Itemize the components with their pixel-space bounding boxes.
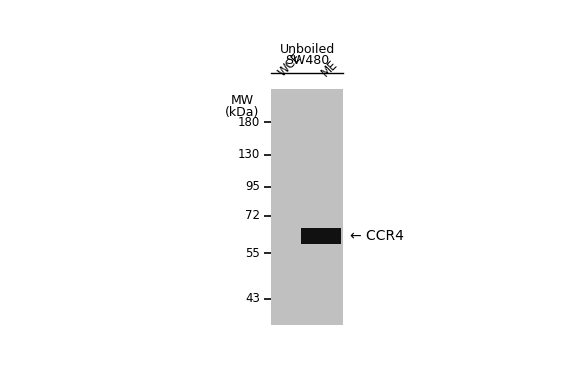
Text: ← CCR4: ← CCR4 <box>350 229 404 243</box>
Text: (kDa): (kDa) <box>225 106 259 119</box>
Bar <box>300 228 341 244</box>
Text: 130: 130 <box>237 148 260 161</box>
Text: WCE: WCE <box>275 50 304 79</box>
Text: MW: MW <box>230 94 253 107</box>
Text: 180: 180 <box>237 116 260 129</box>
Bar <box>271 89 343 325</box>
Text: 72: 72 <box>245 209 260 222</box>
Text: ME: ME <box>318 57 340 79</box>
Text: 55: 55 <box>245 247 260 260</box>
Text: Unboiled: Unboiled <box>280 43 335 56</box>
Text: 95: 95 <box>245 180 260 193</box>
Text: 43: 43 <box>245 292 260 305</box>
Text: SW480: SW480 <box>285 54 329 67</box>
